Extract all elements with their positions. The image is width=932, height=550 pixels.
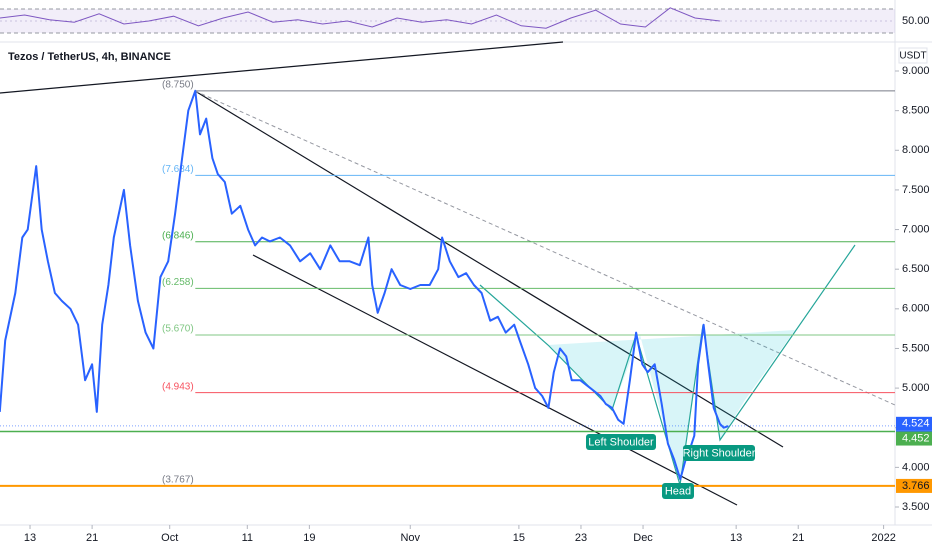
fib-label: (5.670) xyxy=(162,324,194,335)
fib-label: (6.846) xyxy=(162,230,194,241)
x-tick-label: 21 xyxy=(792,532,804,544)
currency-label: USDT xyxy=(899,51,926,62)
x-tick-label: 19 xyxy=(303,532,315,544)
y-tick-label: 7.000 xyxy=(902,223,930,235)
annotation-label: Left Shoulder xyxy=(588,436,654,448)
y-tick-label: 7.500 xyxy=(902,184,930,196)
rsi-line xyxy=(0,7,720,29)
channel-lower xyxy=(252,254,738,506)
y-tick-label: 4.000 xyxy=(902,461,930,473)
annotation-box xyxy=(662,483,694,499)
x-tick-label: Nov xyxy=(400,532,420,544)
pattern-area xyxy=(548,325,795,485)
price-tag-label: 3.766 xyxy=(902,480,930,492)
fib-label: (7.684) xyxy=(162,164,194,175)
y-tick-label: 6.500 xyxy=(902,263,930,275)
rsi-tick-label: 50.00 xyxy=(902,15,930,27)
y-tick-label: 3.500 xyxy=(902,501,930,513)
fib-label: (4.943) xyxy=(162,381,194,392)
price-tag xyxy=(896,431,932,446)
price-tag-label: 4.452 xyxy=(902,432,930,444)
price-line xyxy=(0,89,729,481)
x-tick-label: 23 xyxy=(575,532,587,544)
drawings xyxy=(0,41,896,506)
fib-label: (8.750) xyxy=(162,79,194,90)
fib-label: (6.258) xyxy=(162,277,194,288)
x-tick-label: 21 xyxy=(86,532,98,544)
y-tick-label: 5.500 xyxy=(902,342,930,354)
y-tick-label: 8.500 xyxy=(902,105,930,117)
x-tick-label: 13 xyxy=(730,532,742,544)
x-tick-label: Oct xyxy=(161,532,178,544)
annotation-box xyxy=(586,434,656,450)
channel-upper xyxy=(194,90,784,448)
x-tick-label: 2022 xyxy=(871,532,895,544)
y-tick-label: 9.000 xyxy=(902,65,930,77)
y-tick-label: 6.000 xyxy=(902,303,930,315)
currency-box xyxy=(898,47,928,64)
y-tick-label: 5.000 xyxy=(902,382,930,394)
price-tag-label: 4.524 xyxy=(902,418,930,430)
annotation-box xyxy=(683,445,755,461)
x-tick-label: 15 xyxy=(513,532,525,544)
fib-label: (3.767) xyxy=(162,474,194,485)
annotation-label: Head xyxy=(665,485,691,497)
trend-line xyxy=(0,41,564,94)
chart-title: Tezos / TetherUS, 4h, BINANCE xyxy=(8,51,171,63)
annotation-label: Right Shoulder xyxy=(683,447,756,459)
y-tick-label: 8.000 xyxy=(902,144,930,156)
price-tag xyxy=(896,478,932,493)
price-tag xyxy=(896,416,932,431)
x-tick-label: 13 xyxy=(24,532,36,544)
x-tick-label: 11 xyxy=(242,532,253,544)
dashed-trend xyxy=(194,90,896,406)
x-tick-label: Dec xyxy=(633,532,653,544)
